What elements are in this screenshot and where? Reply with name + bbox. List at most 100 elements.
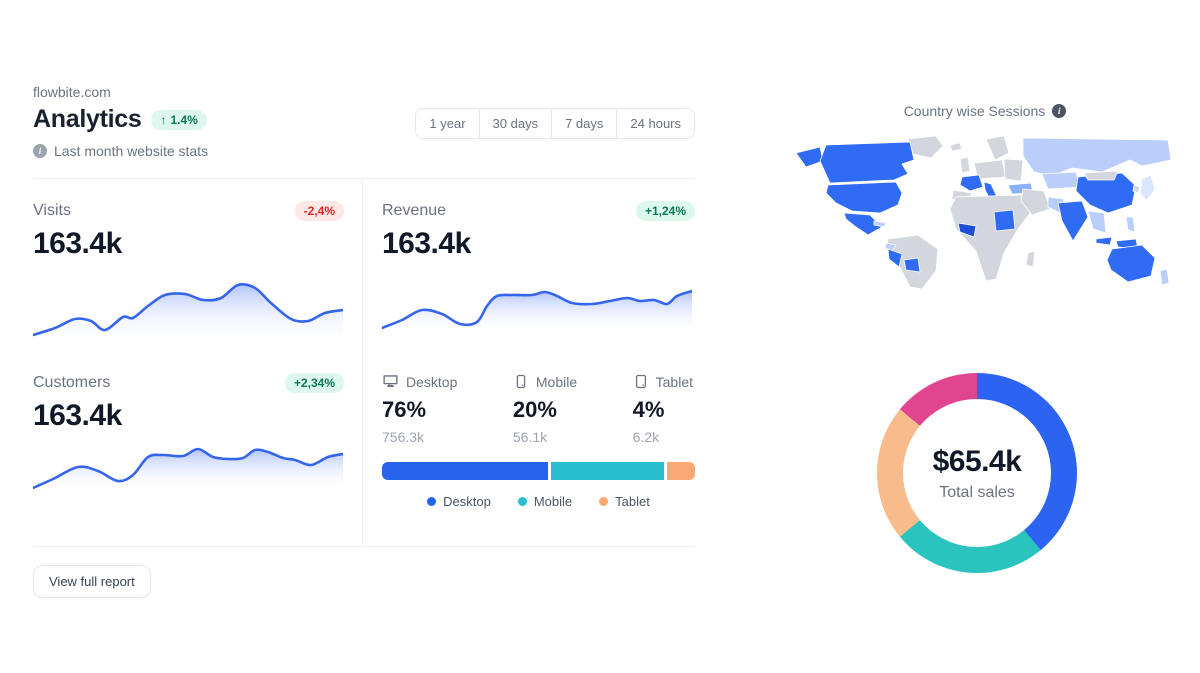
info-icon[interactable]: i	[33, 144, 47, 158]
visits-badge: -2,4%	[294, 201, 344, 221]
revenue-chart	[380, 276, 694, 339]
device-tablet-label: Tablet	[655, 373, 693, 390]
desktop-icon	[383, 375, 398, 388]
map-country-korea	[1132, 184, 1141, 194]
map-country-kazakhstan	[1041, 171, 1081, 190]
subtitle-text: Last month website stats	[54, 143, 209, 159]
map-country-japan	[1139, 174, 1156, 202]
legend-tablet: Tablet	[599, 494, 650, 509]
time-range-tabs: 1 year 30 days 7 days 24 hours	[415, 108, 695, 139]
trend-value: 1.4%	[170, 112, 198, 127]
device-tablet: Tablet 4% 6.2k	[632, 373, 693, 446]
tablet-dot-icon	[599, 497, 609, 506]
arrow-up-icon: ↑	[160, 112, 167, 127]
trend-badge: ↑ 1.4%	[151, 109, 207, 130]
device-desktop-percent: 76%	[382, 397, 427, 422]
title-row: Analytics ↑ 1.4%	[33, 105, 695, 134]
total-sales-donut: $65.4k Total sales	[877, 373, 1077, 573]
tab-30-days[interactable]: 30 days	[478, 109, 552, 138]
tablet-icon	[635, 374, 646, 389]
map-country-china	[1075, 172, 1137, 214]
revenue-badge: +1,24%	[635, 201, 695, 221]
device-share-bar	[382, 462, 695, 480]
device-tablet-percent: 4%	[632, 397, 665, 422]
revenue-label: Revenue	[382, 202, 447, 219]
tab-7-days[interactable]: 7 days	[551, 109, 617, 138]
device-tablet-count: 6.2k	[632, 429, 660, 445]
map-country-uk	[959, 156, 971, 174]
device-desktop: Desktop 76% 756.3k	[382, 373, 458, 446]
analytics-card: flowbite.com Analytics ↑ 1.4% i Last mon…	[31, 84, 695, 598]
mobile-dot-icon	[517, 497, 527, 506]
donut-center: $65.4k Total sales	[903, 399, 1051, 547]
map-region-africa	[949, 194, 1031, 282]
total-sales-value: $65.4k	[932, 444, 1022, 478]
device-mobile: Mobile 20% 56.1k	[512, 373, 578, 446]
map-country-united-states	[825, 181, 903, 214]
map-title-row: Country wise Sessions i	[790, 103, 1180, 119]
map-country-russia	[1022, 137, 1172, 177]
map-country-france	[959, 174, 984, 192]
legend-mobile-label: Mobile	[533, 494, 573, 509]
legend-mobile: Mobile	[517, 494, 573, 509]
map-country-ghana-ivory-coast	[957, 222, 977, 238]
visits-label: Visits	[33, 202, 71, 219]
legend-desktop-label: Desktop	[443, 494, 491, 509]
devices-panel: Desktop 76% 756.3k Mobile 20% 56.1k	[363, 351, 695, 546]
map-country-sudan	[993, 209, 1016, 232]
customers-badge: +2,34%	[284, 373, 344, 393]
header-divider	[33, 178, 695, 179]
map-info-icon[interactable]: i	[1052, 104, 1067, 118]
map-country-peru	[887, 248, 903, 268]
device-mobile-label: Mobile	[535, 373, 578, 390]
map-country-greenland	[907, 135, 944, 159]
site-domain: flowbite.com	[33, 84, 111, 100]
map-country-bolivia	[903, 257, 921, 273]
map-region-scandinavia	[985, 135, 1010, 161]
device-desktop-count: 756.3k	[382, 429, 425, 445]
map-country-mexico	[843, 212, 883, 236]
country-sessions-map	[795, 135, 1172, 290]
tab-24-hours[interactable]: 24 hours	[616, 109, 694, 138]
visits-value: 163.4k	[33, 227, 122, 260]
view-full-report-button[interactable]: View full report	[33, 565, 151, 598]
map-country-iceland	[949, 142, 963, 152]
device-mobile-count: 56.1k	[512, 429, 548, 445]
map-country-indonesia-west	[1095, 236, 1113, 246]
legend-desktop: Desktop	[427, 494, 491, 509]
map-country-thailand	[1087, 210, 1107, 234]
map-country-canada	[819, 141, 915, 184]
device-mobile-percent: 20%	[512, 397, 557, 422]
page-title: Analytics	[33, 105, 142, 133]
map-country-india	[1057, 200, 1089, 242]
desktop-dot-icon	[427, 497, 437, 506]
total-sales-label: Total sales	[939, 483, 1015, 501]
map-country-alaska	[795, 146, 824, 168]
device-legend: Desktop Mobile Tablet	[382, 494, 695, 509]
stats-grid: Visits -2,4% 163.4k Revenue +1,24% 163.4…	[31, 179, 695, 546]
customers-value: 163.4k	[33, 399, 122, 432]
customers-label: Customers	[33, 374, 111, 391]
legend-tablet-label: Tablet	[615, 494, 650, 509]
visits-panel: Visits -2,4% 163.4k	[31, 179, 363, 351]
tab-1-year[interactable]: 1 year	[416, 109, 479, 138]
map-country-new-zealand	[1159, 268, 1170, 286]
map-country-cuba	[873, 220, 887, 228]
map-region-middle-east	[1020, 188, 1051, 216]
mobile-icon	[516, 374, 526, 389]
map-country-philippines	[1125, 216, 1136, 233]
bar-segment-mobile	[550, 462, 665, 480]
customers-chart	[31, 433, 345, 496]
map-region-east-europe	[1003, 158, 1024, 182]
map-country-madagascar	[1025, 250, 1036, 268]
bar-segment-tablet	[667, 462, 695, 480]
revenue-value: 163.4k	[382, 227, 471, 260]
visits-chart	[31, 273, 345, 348]
customers-panel: Customers +2,34% 163.4k	[31, 351, 363, 546]
map-country-australia	[1106, 244, 1156, 283]
device-desktop-label: Desktop	[406, 373, 458, 390]
footer-divider	[33, 546, 695, 547]
map-title: Country wise Sessions	[903, 103, 1046, 119]
subtitle-row: i Last month website stats	[33, 143, 695, 159]
